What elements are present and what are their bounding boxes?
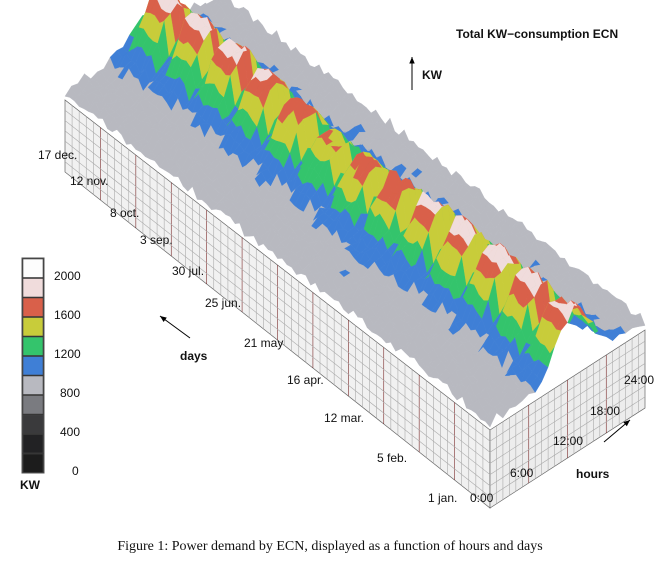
day-tick-label: 30 jul.: [172, 264, 205, 278]
colorbar-tick-label: 0: [72, 464, 79, 478]
kw-axis-arrow-head: [409, 57, 415, 64]
grid-line: [64, 130, 491, 464]
colorbar-swatch: [22, 395, 44, 415]
surface-cell: [157, 0, 165, 10]
hours-axis-arrow-head: [623, 420, 630, 427]
grid-line: [64, 161, 491, 498]
z-axis-label: KW: [422, 68, 442, 82]
colorbar-tick-label: 800: [60, 386, 81, 400]
colorbar-tick-label: 1200: [54, 347, 81, 361]
hour-tick-label: 6:00: [510, 466, 534, 480]
colorbar-swatch: [22, 375, 44, 395]
day-tick-label: 1 jan.: [428, 491, 458, 505]
plot-title: Total KW−consumption ECN: [456, 27, 619, 41]
colorbar-swatch: [22, 356, 44, 376]
grid-line: [64, 120, 491, 453]
hour-tick-label: 0:00: [470, 491, 494, 505]
colorbar-swatch: [22, 453, 44, 473]
surface-cell: [633, 312, 646, 327]
colorbar-swatch: [22, 297, 44, 317]
grid-line: [64, 151, 491, 486]
surface-cell: [213, 0, 223, 1]
day-tick-label: 17 dec.: [38, 148, 78, 162]
colorbar-tick-label: 400: [60, 425, 81, 439]
colorbar-swatch: [22, 434, 44, 454]
days-axis-arrow-head: [160, 316, 167, 323]
hours-axis-label: hours: [576, 467, 610, 481]
day-tick-label: 8 oct.: [110, 206, 140, 220]
day-tick-label: 5 feb.: [377, 451, 408, 465]
figure-caption: Figure 1: Power demand by ECN, displayed…: [117, 539, 543, 554]
days-axis-label: days: [180, 349, 208, 363]
grid-line: [64, 110, 491, 442]
day-tick-label: 3 sep.: [140, 233, 173, 247]
grid-line: [64, 140, 491, 475]
colorbar-swatch: [22, 336, 44, 356]
grid-line: [489, 363, 646, 464]
colorbar-swatch: [22, 278, 44, 298]
grid-line: [489, 385, 646, 486]
colorbar-tick-label: 2000: [54, 269, 81, 283]
day-tick-label: 16 apr.: [287, 373, 324, 387]
day-tick-label: 25 jun.: [205, 296, 242, 310]
hour-tick-label: 18:00: [590, 404, 621, 418]
colorbar-unit: KW: [20, 478, 40, 492]
colorbar-swatch: [22, 317, 44, 337]
colorbar-tick-label: 1600: [54, 308, 81, 322]
grid-line: [489, 396, 646, 498]
hour-tick-label: 24:00: [624, 373, 655, 387]
colorbar-swatch: [22, 258, 44, 278]
day-tick-label: 12 mar.: [324, 411, 365, 425]
hour-tick-label: 12:00: [553, 434, 584, 448]
day-tick-label: 21 may: [244, 336, 284, 350]
grid-line: [489, 352, 646, 453]
grid-line: [489, 340, 646, 442]
colorbar-swatch: [22, 414, 44, 434]
grid-line: [489, 374, 646, 475]
day-tick-label: 12 nov.: [70, 174, 109, 188]
